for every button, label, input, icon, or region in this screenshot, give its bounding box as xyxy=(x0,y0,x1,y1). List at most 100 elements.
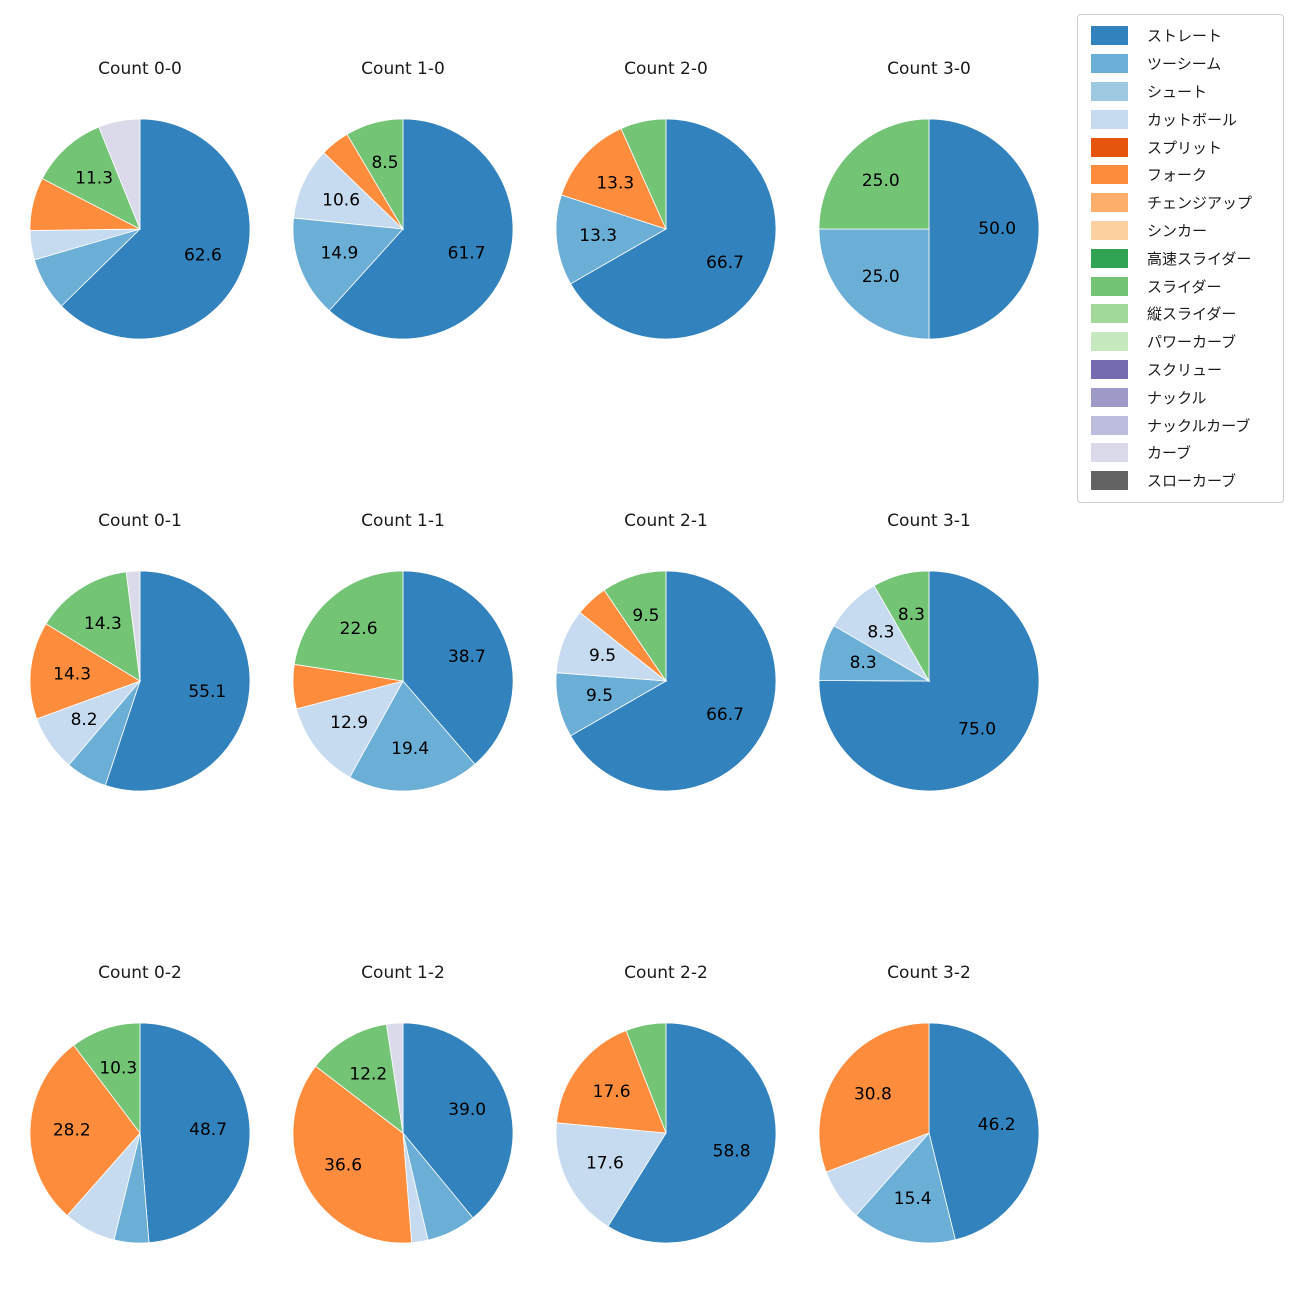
legend-item: カットボール xyxy=(1086,105,1275,133)
pct-label: 66.7 xyxy=(706,253,744,273)
legend-color-swatch xyxy=(1091,359,1128,379)
pie-chart: 55.1 8.2 14.3 14.3 xyxy=(29,570,251,792)
pie-slice xyxy=(104,570,251,792)
pie-slice xyxy=(98,118,141,230)
pct-label: 9.5 xyxy=(632,606,659,626)
subplot-count-1-0: Count 1-0 61.7 14.9 10.6 8.5 xyxy=(272,59,534,361)
pie-slice xyxy=(928,1022,1040,1241)
pie-slice xyxy=(555,194,667,285)
pct-label: 39.0 xyxy=(448,1100,486,1120)
legend-label: スクリュー xyxy=(1147,360,1223,379)
subplot-title: Count 1-2 xyxy=(361,963,445,983)
legend-label: スライダー xyxy=(1147,277,1222,296)
pie-slice xyxy=(386,1022,404,1134)
subplot-count-0-2: Count 0-2 48.7 28.2 10.3 xyxy=(9,963,271,1265)
legend-item: スライダー xyxy=(1086,272,1275,300)
pct-label: 10.6 xyxy=(322,190,360,210)
legend-label: スローカーブ xyxy=(1147,472,1237,491)
legend-item: シュート xyxy=(1086,78,1275,106)
pct-label: 28.2 xyxy=(53,1120,91,1140)
pct-label: 8.3 xyxy=(867,623,894,643)
legend-label: ナックルカーブ xyxy=(1147,416,1251,435)
subplot-title: Count 2-1 xyxy=(624,511,708,531)
pie-slice xyxy=(315,1023,404,1134)
legend-item: フォーク xyxy=(1086,161,1275,189)
pct-label: 46.2 xyxy=(978,1115,1016,1135)
pie-slice xyxy=(570,118,777,340)
legend-label: ナックル xyxy=(1147,388,1207,407)
legend-color-swatch xyxy=(1091,26,1128,46)
subplot-title: Count 1-0 xyxy=(361,59,445,79)
subplot-title: Count 0-1 xyxy=(98,511,182,531)
pct-label: 17.6 xyxy=(593,1082,631,1102)
pie-slice xyxy=(349,680,476,792)
pie-chart: 50.0 25.0 25.0 xyxy=(818,118,1040,340)
pie-slice xyxy=(60,118,251,340)
legend-item: スクリュー xyxy=(1086,356,1275,384)
pie-slice xyxy=(625,1022,667,1134)
legend-item: ナックル xyxy=(1086,383,1275,411)
pie-slice xyxy=(607,1022,777,1244)
subplot-count-2-1: Count 2-1 66.7 9.5 9.5 9.5 xyxy=(535,511,797,813)
pie-slice xyxy=(292,1065,413,1244)
subplot-title: Count 1-1 xyxy=(361,511,445,531)
pie-chart: 62.6 11.3 xyxy=(29,118,251,340)
pct-label: 13.3 xyxy=(596,173,634,193)
pct-label: 38.7 xyxy=(448,647,486,667)
pie-slice xyxy=(346,118,404,231)
pie-slice xyxy=(603,570,667,683)
pie-slice xyxy=(818,1022,930,1173)
subplot-title: Count 0-2 xyxy=(98,963,182,983)
pie-slice xyxy=(560,128,667,230)
pie-slice xyxy=(293,570,404,682)
subplot-count-2-2: Count 2-2 58.8 17.6 17.6 xyxy=(535,963,797,1265)
pct-label: 17.6 xyxy=(586,1153,624,1173)
subplot-count-1-1: Count 1-1 38.7 19.4 12.9 22.6 xyxy=(272,511,534,813)
pct-label: 9.5 xyxy=(586,686,613,706)
legend-color-swatch xyxy=(1091,137,1128,157)
pct-label: 8.2 xyxy=(71,710,98,730)
pct-label: 8.5 xyxy=(371,153,398,173)
pie-slice xyxy=(620,118,667,230)
pct-label: 12.2 xyxy=(349,1064,387,1084)
legend-color-swatch xyxy=(1091,443,1128,463)
legend-item: 高速スライダー xyxy=(1086,244,1275,272)
pie-slice xyxy=(73,1022,141,1135)
pie-slice xyxy=(555,1122,667,1227)
legend-label: ツーシーム xyxy=(1147,55,1222,74)
pct-label: 66.7 xyxy=(706,705,744,725)
legend-item: ナックルカーブ xyxy=(1086,411,1275,439)
pie-slice xyxy=(855,1132,956,1244)
pct-label: 22.6 xyxy=(340,619,378,639)
legend-color-swatch xyxy=(1091,81,1128,101)
subplot-count-2-0: Count 2-0 66.7 13.3 13.3 xyxy=(535,59,797,361)
legend-item: スローカーブ xyxy=(1086,467,1275,495)
legend-color-swatch xyxy=(1091,220,1128,240)
legend-label: ストレート xyxy=(1147,27,1223,46)
pct-label: 36.6 xyxy=(324,1156,362,1176)
pct-label: 13.3 xyxy=(579,226,617,246)
pie-slice xyxy=(818,228,930,340)
pct-label: 9.5 xyxy=(589,646,616,666)
pct-label: 15.4 xyxy=(894,1189,932,1209)
legend-color-swatch xyxy=(1091,471,1128,491)
pct-label: 14.9 xyxy=(320,244,358,264)
pie-slice xyxy=(818,118,930,230)
pct-label: 55.1 xyxy=(188,682,226,702)
pie-chart: 39.0 36.6 12.2 xyxy=(292,1022,514,1244)
pie-slice xyxy=(328,118,514,340)
subplot-count-0-0: Count 0-0 62.6 11.3 xyxy=(9,59,271,361)
subplot-title: Count 0-0 xyxy=(98,59,182,79)
legend-item: ストレート xyxy=(1086,22,1275,50)
pie-slice xyxy=(873,570,930,683)
legend-color-swatch xyxy=(1091,415,1128,435)
legend-color-swatch xyxy=(1091,276,1128,296)
pie-slice xyxy=(928,118,1040,340)
legend-item: ツーシーム xyxy=(1086,50,1275,78)
subplot-count-0-1: Count 0-1 55.1 8.2 14.3 14.3 xyxy=(9,511,271,813)
subplot-count-3-1: Count 3-1 75.0 8.3 8.3 8.3 xyxy=(798,511,1060,813)
pct-label: 62.6 xyxy=(184,245,222,265)
pct-label: 14.3 xyxy=(84,614,122,634)
legend-label: 縦スライダー xyxy=(1147,305,1237,324)
